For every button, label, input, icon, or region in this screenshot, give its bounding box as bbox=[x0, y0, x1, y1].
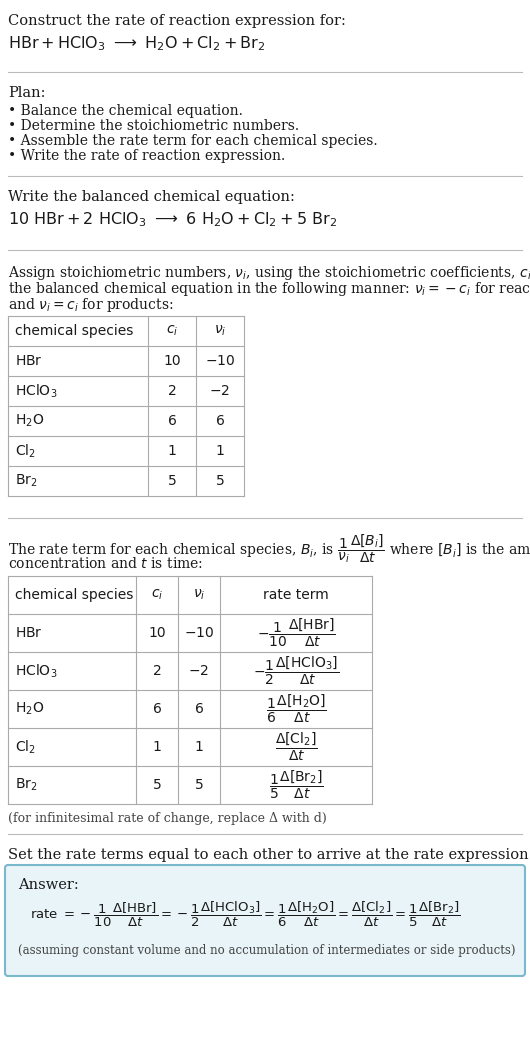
Text: concentration and $t$ is time:: concentration and $t$ is time: bbox=[8, 556, 203, 571]
Text: the balanced chemical equation in the following manner: $\nu_i = -c_i$ for react: the balanced chemical equation in the fo… bbox=[8, 280, 530, 298]
Text: $\dfrac{1}{6}\dfrac{\Delta[\mathsf{H_2O}]}{\Delta t}$: $\dfrac{1}{6}\dfrac{\Delta[\mathsf{H_2O}… bbox=[266, 693, 326, 726]
Text: 2: 2 bbox=[153, 664, 161, 678]
Text: 2: 2 bbox=[167, 384, 176, 398]
Text: 5: 5 bbox=[216, 474, 224, 488]
Text: $\mathsf{HClO_3}$: $\mathsf{HClO_3}$ bbox=[15, 382, 57, 400]
Text: • Balance the chemical equation.: • Balance the chemical equation. bbox=[8, 104, 243, 118]
Text: Write the balanced chemical equation:: Write the balanced chemical equation: bbox=[8, 190, 295, 204]
Text: $c_i$: $c_i$ bbox=[166, 324, 178, 338]
Text: 1: 1 bbox=[153, 740, 162, 754]
Text: $\dfrac{1}{5}\dfrac{\Delta[\mathsf{Br_2}]}{\Delta t}$: $\dfrac{1}{5}\dfrac{\Delta[\mathsf{Br_2}… bbox=[269, 768, 323, 801]
Text: 10: 10 bbox=[148, 626, 166, 640]
Text: 5: 5 bbox=[167, 474, 176, 488]
Text: $-2$: $-2$ bbox=[209, 384, 231, 398]
Text: Assign stoichiometric numbers, $\nu_i$, using the stoichiometric coefficients, $: Assign stoichiometric numbers, $\nu_i$, … bbox=[8, 264, 530, 282]
Text: 6: 6 bbox=[195, 702, 204, 716]
Text: • Assemble the rate term for each chemical species.: • Assemble the rate term for each chemic… bbox=[8, 134, 377, 148]
Text: Plan:: Plan: bbox=[8, 86, 46, 100]
Text: $\mathsf{Cl_2}$: $\mathsf{Cl_2}$ bbox=[15, 443, 36, 459]
Text: $\mathsf{Br_2}$: $\mathsf{Br_2}$ bbox=[15, 473, 38, 490]
Text: • Write the rate of reaction expression.: • Write the rate of reaction expression. bbox=[8, 149, 285, 163]
Text: $\nu_i$: $\nu_i$ bbox=[193, 588, 205, 602]
Text: 1: 1 bbox=[195, 740, 204, 754]
Text: rate $= -\dfrac{1}{10}\dfrac{\Delta[\mathsf{HBr}]}{\Delta t}= -\dfrac{1}{2}\dfra: rate $= -\dfrac{1}{10}\dfrac{\Delta[\mat… bbox=[30, 900, 461, 929]
Text: (assuming constant volume and no accumulation of intermediates or side products): (assuming constant volume and no accumul… bbox=[18, 944, 516, 957]
Text: 10: 10 bbox=[163, 354, 181, 367]
Text: $\mathsf{HBr + HClO_3 \ \longrightarrow \ H_2O + Cl_2 + Br_2}$: $\mathsf{HBr + HClO_3 \ \longrightarrow … bbox=[8, 34, 266, 52]
Text: $-\dfrac{1}{10}\dfrac{\Delta[\mathsf{HBr}]}{\Delta t}$: $-\dfrac{1}{10}\dfrac{\Delta[\mathsf{HBr… bbox=[257, 617, 335, 649]
Text: $\dfrac{\Delta[\mathsf{Cl_2}]}{\Delta t}$: $\dfrac{\Delta[\mathsf{Cl_2}]}{\Delta t}… bbox=[275, 731, 317, 763]
Text: rate term: rate term bbox=[263, 588, 329, 602]
Text: $-\dfrac{1}{2}\dfrac{\Delta[\mathsf{HClO_3}]}{\Delta t}$: $-\dfrac{1}{2}\dfrac{\Delta[\mathsf{HClO… bbox=[253, 655, 339, 687]
Text: $-2$: $-2$ bbox=[189, 664, 209, 678]
Text: chemical species: chemical species bbox=[15, 588, 134, 602]
Text: (for infinitesimal rate of change, replace Δ with d): (for infinitesimal rate of change, repla… bbox=[8, 812, 327, 825]
Text: Set the rate terms equal to each other to arrive at the rate expression:: Set the rate terms equal to each other t… bbox=[8, 848, 530, 862]
FancyBboxPatch shape bbox=[5, 865, 525, 976]
Text: $-10$: $-10$ bbox=[205, 354, 235, 367]
Text: 1: 1 bbox=[167, 444, 176, 458]
Text: $\nu_i$: $\nu_i$ bbox=[214, 324, 226, 338]
Text: 5: 5 bbox=[153, 778, 161, 792]
Text: 1: 1 bbox=[216, 444, 224, 458]
Text: $c_i$: $c_i$ bbox=[151, 588, 163, 602]
Text: The rate term for each chemical species, $B_i$, is $\dfrac{1}{\nu_i}\dfrac{\Delt: The rate term for each chemical species,… bbox=[8, 532, 530, 565]
Text: 6: 6 bbox=[216, 414, 224, 428]
Text: $\mathsf{HBr}$: $\mathsf{HBr}$ bbox=[15, 626, 43, 640]
Text: 6: 6 bbox=[153, 702, 162, 716]
Text: Construct the rate of reaction expression for:: Construct the rate of reaction expressio… bbox=[8, 14, 346, 28]
Text: $\mathsf{H_2O}$: $\mathsf{H_2O}$ bbox=[15, 412, 45, 429]
Text: $\mathsf{10\ HBr + 2\ HClO_3 \ \longrightarrow \ 6\ H_2O + Cl_2 + 5\ Br_2}$: $\mathsf{10\ HBr + 2\ HClO_3 \ \longrigh… bbox=[8, 210, 337, 229]
Text: • Determine the stoichiometric numbers.: • Determine the stoichiometric numbers. bbox=[8, 119, 299, 133]
Text: $-10$: $-10$ bbox=[184, 626, 214, 640]
Text: $\mathsf{HBr}$: $\mathsf{HBr}$ bbox=[15, 354, 43, 367]
Text: $\mathsf{Br_2}$: $\mathsf{Br_2}$ bbox=[15, 777, 38, 793]
Text: and $\nu_i = c_i$ for products:: and $\nu_i = c_i$ for products: bbox=[8, 296, 173, 314]
Text: $\mathsf{H_2O}$: $\mathsf{H_2O}$ bbox=[15, 701, 45, 717]
Text: Answer:: Answer: bbox=[18, 878, 79, 892]
Text: $\mathsf{Cl_2}$: $\mathsf{Cl_2}$ bbox=[15, 738, 36, 756]
Text: 5: 5 bbox=[195, 778, 204, 792]
Text: 6: 6 bbox=[167, 414, 176, 428]
Text: chemical species: chemical species bbox=[15, 324, 134, 338]
Text: $\mathsf{HClO_3}$: $\mathsf{HClO_3}$ bbox=[15, 662, 57, 680]
